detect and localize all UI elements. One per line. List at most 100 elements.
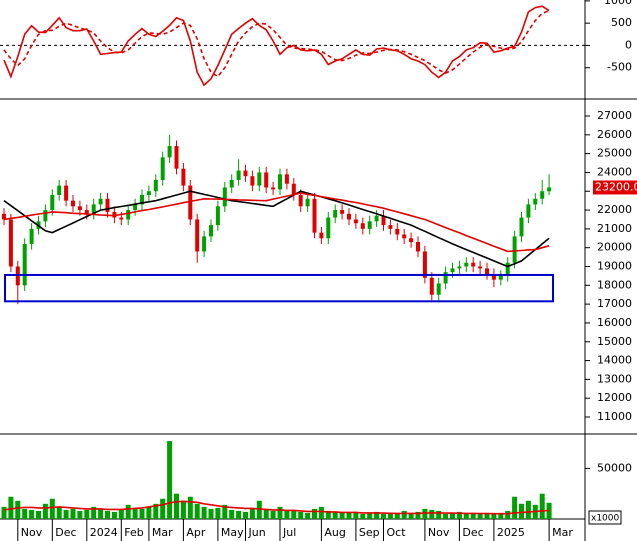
volume-bar bbox=[415, 511, 421, 519]
y-tick-label: 0 bbox=[625, 38, 632, 51]
moving-average bbox=[3, 500, 550, 515]
oscillator-line bbox=[3, 5, 550, 87]
volume-bar bbox=[284, 510, 290, 519]
volume-bar bbox=[408, 512, 414, 519]
candle-body bbox=[422, 251, 427, 278]
candle-body bbox=[485, 268, 489, 275]
candle-body bbox=[98, 198, 103, 205]
candle-body bbox=[305, 198, 310, 207]
candle-body bbox=[367, 221, 372, 229]
volume-bar bbox=[174, 493, 179, 519]
y-tick-label: 19000 bbox=[597, 260, 632, 273]
candle-body bbox=[250, 176, 255, 186]
candle-body bbox=[409, 238, 414, 243]
x-tick-label: Jun bbox=[248, 526, 266, 539]
candle-body bbox=[533, 198, 538, 205]
volume-bar bbox=[77, 510, 83, 519]
volume-bar bbox=[422, 508, 428, 519]
candle-body bbox=[291, 183, 296, 196]
volume-bar bbox=[353, 511, 359, 519]
candle-body bbox=[236, 170, 241, 180]
candle-body bbox=[547, 187, 552, 192]
volume-bar bbox=[187, 496, 193, 519]
candle-body bbox=[140, 195, 144, 205]
x-tick-label: Apr bbox=[186, 526, 206, 539]
volume-bar bbox=[332, 511, 338, 519]
candle-body bbox=[450, 268, 455, 273]
candle-body bbox=[91, 204, 96, 214]
volume-bar bbox=[263, 509, 269, 519]
y-tick-label: 26000 bbox=[597, 128, 632, 141]
x-tick-label: Nov bbox=[428, 526, 450, 539]
volume-bar bbox=[401, 510, 407, 519]
volume-bar bbox=[153, 503, 159, 519]
candle-body bbox=[22, 243, 27, 286]
candle-body bbox=[498, 275, 503, 280]
candle-body bbox=[146, 191, 151, 196]
volume-bar bbox=[387, 512, 393, 519]
candle-body bbox=[471, 262, 476, 267]
volume-bar bbox=[470, 512, 476, 519]
y-tick-label: 50000 bbox=[597, 461, 632, 474]
volume-bar bbox=[160, 498, 166, 519]
x-tick-label: Mar bbox=[552, 526, 573, 539]
last-price-tag bbox=[593, 180, 637, 195]
candle-body bbox=[202, 236, 207, 252]
support-zone bbox=[4, 273, 554, 303]
volume-bar bbox=[484, 512, 490, 519]
candle-body bbox=[243, 170, 248, 177]
volume-bar bbox=[312, 508, 317, 519]
volume-bar bbox=[456, 511, 462, 519]
candle-body bbox=[278, 174, 282, 190]
y-tick-label: 11000 bbox=[597, 410, 632, 423]
candle-body bbox=[388, 225, 393, 229]
candle-body bbox=[312, 198, 317, 233]
volume-bar bbox=[22, 508, 28, 519]
x-tick-label: May bbox=[221, 526, 244, 539]
candle-body bbox=[57, 185, 62, 196]
volume-bar bbox=[15, 500, 21, 519]
volume-bar bbox=[477, 513, 483, 519]
candle-body bbox=[416, 242, 420, 252]
volume-bar bbox=[42, 503, 48, 519]
candle-body bbox=[215, 206, 220, 226]
volume-bar bbox=[374, 511, 380, 519]
candle-body bbox=[540, 191, 545, 199]
volume-bar bbox=[318, 506, 324, 519]
volume-bar bbox=[346, 512, 352, 519]
candle-body bbox=[284, 174, 289, 184]
candle-body bbox=[395, 228, 400, 235]
x-tick-label: 2024 bbox=[90, 526, 118, 539]
y-tick-label: 12000 bbox=[597, 391, 632, 404]
volume-bar bbox=[208, 508, 214, 519]
volume-bar bbox=[305, 512, 311, 519]
candle-body bbox=[319, 232, 324, 239]
volume-bar bbox=[256, 500, 262, 519]
candle-body bbox=[512, 236, 517, 263]
candle-body bbox=[119, 217, 124, 220]
x-tick-label: Aug bbox=[324, 526, 345, 539]
candle-body bbox=[209, 225, 213, 237]
volume-bar bbox=[463, 513, 469, 519]
unit-label: x1000 bbox=[591, 514, 620, 524]
y-tick-label: 13000 bbox=[597, 372, 632, 385]
volume-bar bbox=[394, 513, 400, 519]
volume-bar bbox=[215, 507, 221, 519]
volume-bar bbox=[146, 506, 152, 519]
volume-bar bbox=[229, 509, 235, 519]
y-tick-label: 21000 bbox=[597, 222, 632, 235]
candle-body bbox=[8, 219, 13, 267]
y-tick-label: 17000 bbox=[597, 297, 632, 310]
volume-bar bbox=[505, 510, 511, 519]
unit-box bbox=[588, 510, 622, 525]
candle-body bbox=[464, 262, 469, 267]
candle-body bbox=[188, 185, 193, 220]
volume-bar bbox=[118, 509, 124, 519]
candle-body bbox=[353, 219, 358, 224]
candle-body bbox=[43, 210, 48, 222]
volume-bar bbox=[429, 509, 435, 519]
volume-bar bbox=[236, 510, 242, 519]
volume-bar bbox=[8, 496, 14, 519]
volume-bar bbox=[525, 500, 531, 519]
